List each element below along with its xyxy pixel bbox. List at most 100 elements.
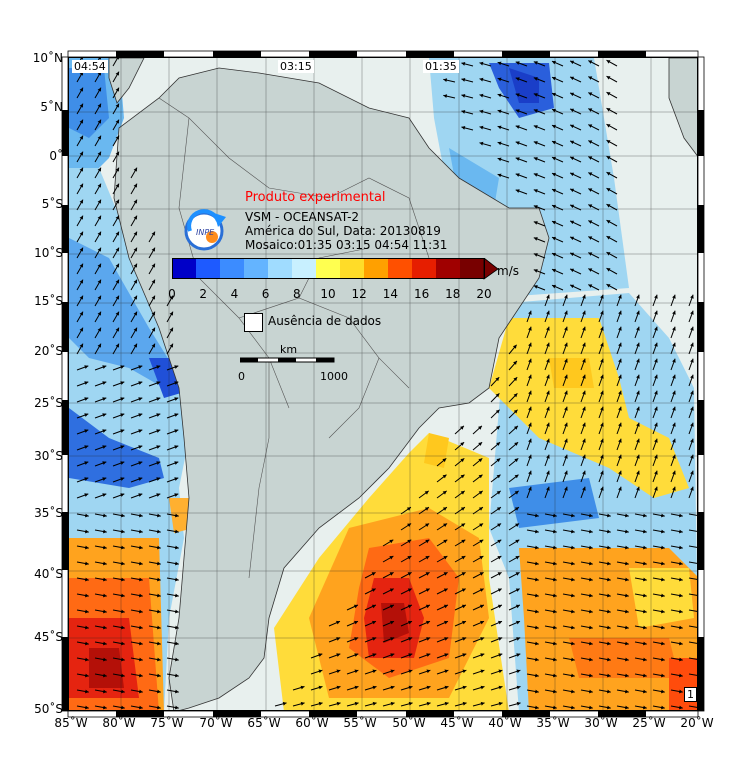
wind-vector-head (553, 657, 557, 662)
colorbar-cell (340, 258, 365, 279)
wind-map (68, 57, 698, 711)
wind-vector-head (546, 342, 550, 347)
wind-vector-head (515, 93, 520, 97)
wind-vector-head (690, 374, 694, 379)
wind-vector-head (679, 641, 683, 646)
wind-vector-head (600, 390, 604, 395)
wind-vector (688, 625, 697, 628)
colorbar-cell (460, 258, 485, 279)
wind-vector-head (618, 310, 622, 315)
colorbar-cell (196, 258, 221, 279)
wind-vector-head (636, 374, 640, 379)
wind-vector-head (497, 109, 502, 114)
wind-vector-head (85, 577, 89, 582)
wind-vector-head (654, 374, 658, 379)
wind-vector-head (461, 62, 466, 66)
wind-vector-head (115, 247, 119, 252)
wind-vector-head (535, 625, 539, 630)
wind-vector-head (570, 108, 575, 113)
colorbar-tick-label: 2 (199, 287, 208, 301)
wind-vector-head (690, 390, 694, 395)
wind-vector-head (102, 445, 107, 449)
wind-vector-head (533, 189, 538, 193)
wind-vector-head (546, 358, 550, 363)
wind-vector-head (514, 425, 518, 430)
wind-vector-head (570, 60, 575, 65)
wind-vector-head (625, 593, 629, 598)
lon-label: 35˚W (536, 716, 570, 730)
wind-vector-head (690, 310, 694, 315)
wind-vector-head (515, 523, 520, 527)
wind-vector-head (389, 539, 394, 544)
wind-vector-head (552, 108, 556, 113)
wind-vector-head (600, 310, 604, 315)
wind-vector-head (553, 545, 557, 550)
wind-vector-head (498, 685, 503, 690)
wind-vector-head (564, 390, 568, 395)
wind-vector-head (103, 577, 107, 582)
wind-vector-head (697, 578, 698, 582)
wind-vector-head (495, 409, 500, 414)
wind-vector-head (636, 486, 640, 491)
wind-vector-head (496, 458, 501, 463)
wind-vector-head (425, 556, 430, 560)
wind-vector-head (600, 406, 604, 411)
wind-vector-head (115, 343, 119, 348)
wind-vector-head (318, 669, 323, 674)
wind-vector (688, 673, 697, 676)
wind-vector-head (408, 701, 413, 706)
wind-vector-head (497, 572, 502, 576)
wind-vector-head (79, 263, 83, 268)
wind-vector-head (97, 183, 101, 188)
wind-vector-head (478, 507, 483, 511)
lat-label: 5˚S (41, 197, 63, 211)
wind-vector-head (588, 172, 593, 176)
wind-vector-head (103, 561, 107, 566)
wind-vector-head (97, 327, 101, 332)
wind-vector-head (85, 689, 89, 694)
wind-vector-head (151, 311, 155, 316)
wind-vector-head (175, 561, 179, 566)
wind-vector-head (424, 490, 429, 495)
wind-vector-head (79, 199, 83, 204)
wind-vector-head (139, 609, 143, 614)
wind-vector-head (442, 490, 447, 495)
lat-label: 50˚S (34, 702, 63, 716)
wind-vectors (76, 58, 698, 710)
wind-vector-head (552, 60, 556, 65)
wind-vector-head (496, 474, 501, 479)
wind-vector-head (115, 71, 119, 76)
wind-vector-head (479, 109, 484, 114)
wind-vector-head (672, 470, 676, 475)
wind-vector-head (600, 486, 604, 491)
wind-vector-head (479, 125, 484, 130)
wind-vector-head (552, 220, 556, 225)
wind-vector-head (606, 108, 611, 112)
wind-vector (688, 545, 697, 548)
wind-vector-head (679, 593, 683, 598)
wind-vector-head (672, 374, 676, 379)
colorbar-cell (292, 258, 317, 279)
wind-vector-head (546, 470, 550, 475)
wind-vector-head (697, 546, 698, 550)
wind-vector-head (600, 438, 604, 443)
wind-vector-head (515, 588, 520, 592)
wind-vector-head (461, 556, 466, 560)
wind-vector-head (479, 141, 484, 146)
wind-vector-head (97, 167, 101, 172)
wind-vector-head (588, 156, 593, 160)
wind-vector-head (643, 529, 647, 534)
wind-vector-head (103, 689, 107, 694)
wind-vector-head (139, 529, 143, 534)
lat-label: 40˚S (34, 567, 63, 581)
wind-vector-head (672, 406, 676, 411)
wind-vector-head (516, 653, 521, 657)
wind-vector-head (390, 669, 395, 674)
wind-vector-head (600, 422, 604, 427)
wind-vector-head (600, 470, 604, 475)
wind-vector-head (461, 572, 466, 576)
wind-vector-head (497, 77, 502, 82)
wind-vector-head (533, 93, 538, 97)
wind-vector-head (552, 76, 556, 81)
wind-vector-head (139, 705, 143, 710)
